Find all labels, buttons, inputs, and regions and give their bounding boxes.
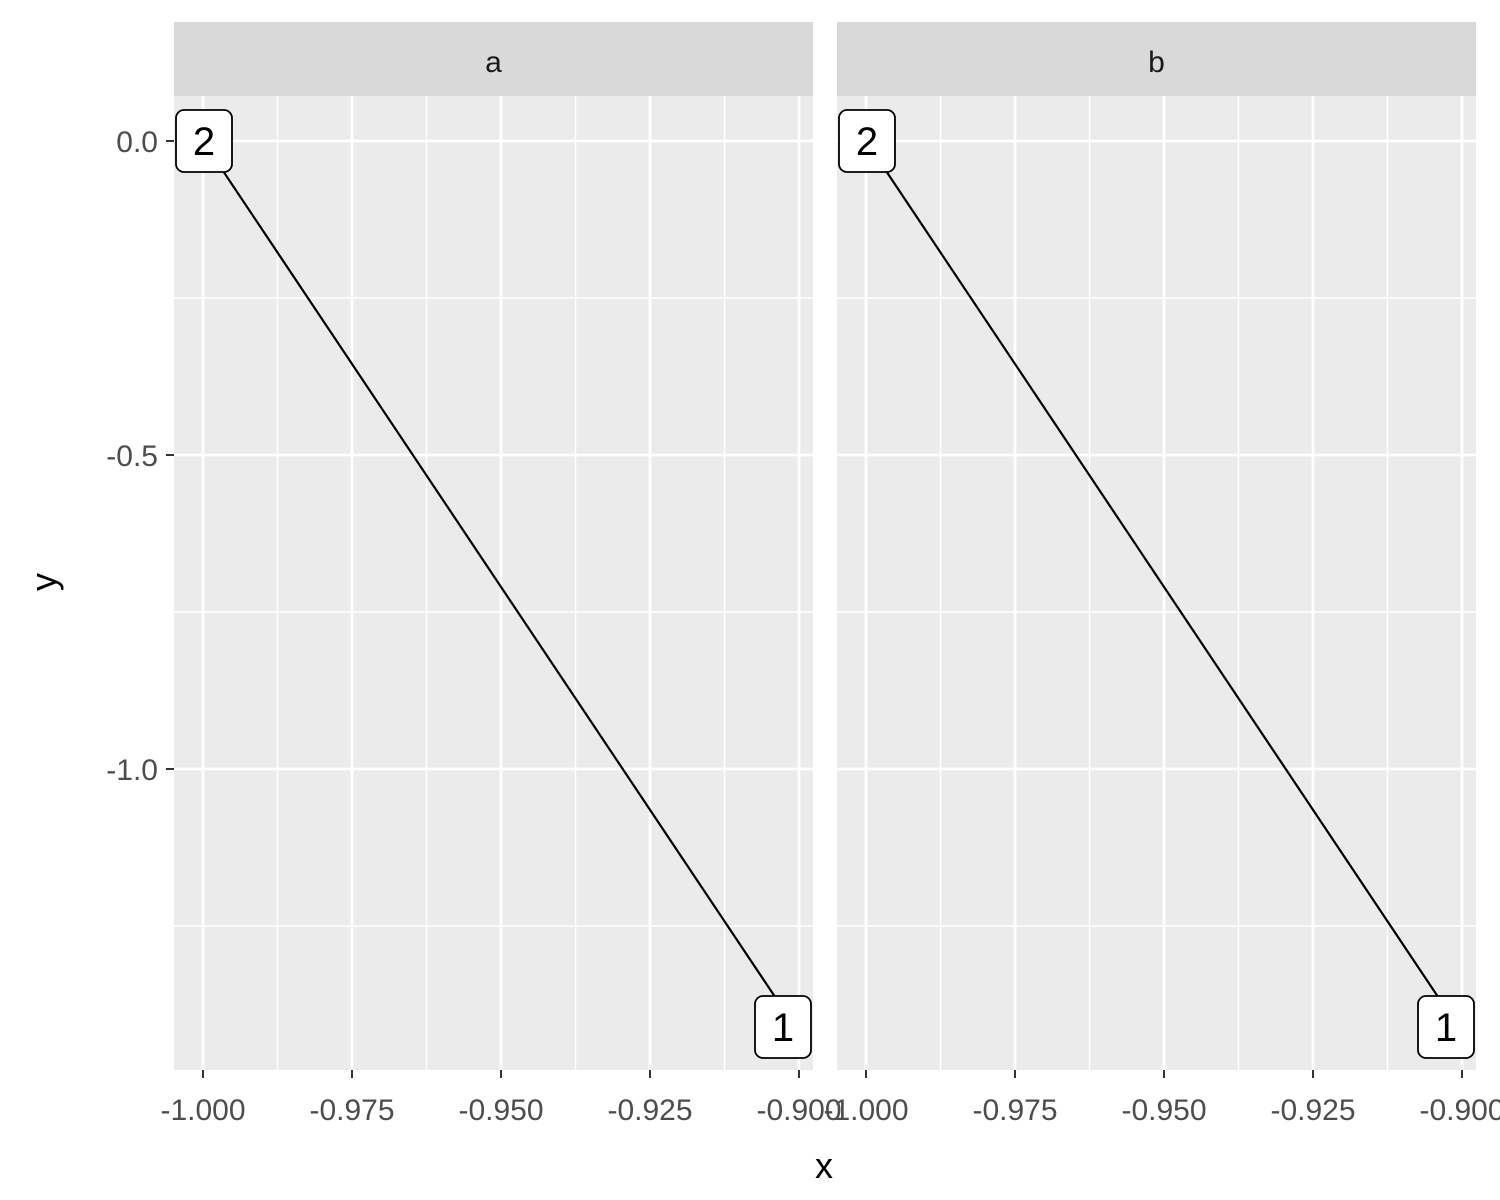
point-label-text: 2 [856, 120, 878, 164]
point-label-text: 1 [772, 1006, 794, 1050]
facet-panel-a: a -1.000 -0.975 -0.950 -0.925 -0.900 1 2 [160, 22, 842, 1127]
point-label-box [838, 109, 896, 173]
point-label-text: 2 [193, 120, 215, 164]
facet-strip [837, 22, 1476, 96]
x-tick-label: -0.950 [1121, 1094, 1206, 1127]
point-label-1: 1 [1417, 995, 1475, 1059]
x-tick-label: -0.900 [1419, 1094, 1500, 1127]
y-tick-label: -0.5 [106, 440, 158, 473]
x-tick-label: -0.950 [458, 1094, 543, 1127]
series-line [865, 140, 1463, 1034]
facet-panel-b: b -1.000 -0.975 -0.950 -0.925 -0.900 1 2 [823, 22, 1500, 1127]
facet-strip-label: a [485, 46, 502, 79]
point-label-2: 2 [838, 109, 896, 173]
point-label-box [175, 109, 233, 173]
point-label-box [754, 995, 812, 1059]
y-tick-label: 0.0 [116, 126, 158, 159]
y-tick-label: -1.0 [106, 754, 158, 787]
point-label-2: 2 [175, 109, 233, 173]
x-tick-label: -0.975 [309, 1094, 394, 1127]
point-label-box [1417, 995, 1475, 1059]
x-tick-label: -0.925 [1270, 1094, 1355, 1127]
x-tick-label: -1.000 [160, 1094, 245, 1127]
facet-strip-label: b [1148, 46, 1165, 79]
point-label-1: 1 [754, 995, 812, 1059]
x-axis-title: x [815, 1145, 833, 1186]
point-label-text: 1 [1435, 1006, 1457, 1050]
x-tick-label: -0.925 [607, 1094, 692, 1127]
x-tick-label: -0.975 [972, 1094, 1057, 1127]
x-tick-label: -1.000 [823, 1094, 908, 1127]
x-tick-label: -0.900 [756, 1094, 841, 1127]
y-axis-title: y [23, 573, 64, 591]
facet-strip [174, 22, 813, 96]
series-line [202, 140, 800, 1034]
